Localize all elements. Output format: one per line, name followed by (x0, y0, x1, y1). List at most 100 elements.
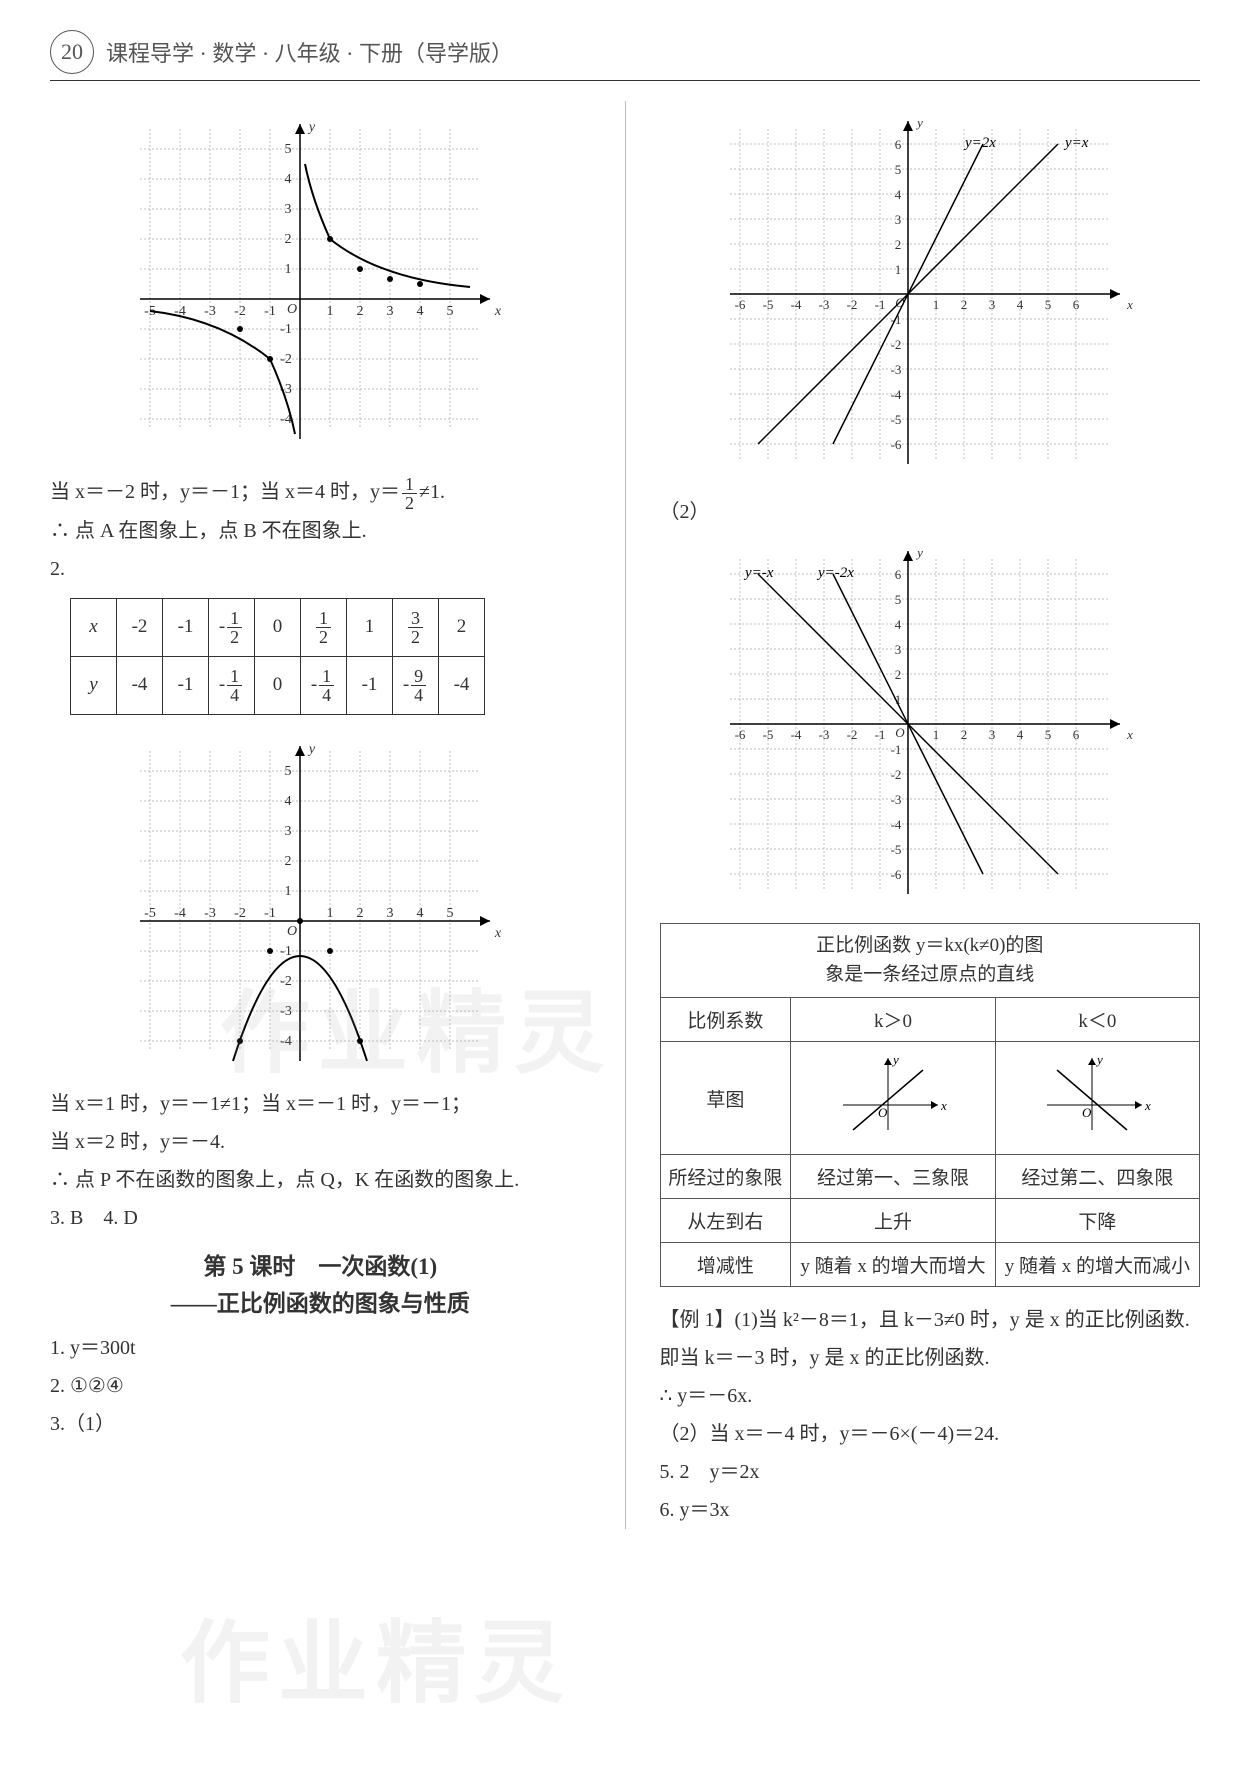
svg-text:-5: -5 (762, 297, 773, 312)
svg-text:O: O (1082, 1105, 1092, 1120)
svg-text:5: 5 (1045, 727, 1052, 742)
svg-text:-6: -6 (734, 297, 745, 312)
text-graph1-c: ∴ 点 A 在图象上，点 B 不在图象上. (50, 512, 591, 550)
table-row: 所经过的象限 经过第一、三象限 经过第二、四象限 (660, 1155, 1200, 1199)
svg-text:4: 4 (895, 617, 902, 632)
example-line: （2）当 x＝－4 时，y＝－6×(－4)＝24. (660, 1415, 1201, 1453)
svg-text:4: 4 (417, 304, 424, 319)
svg-text:3: 3 (387, 304, 394, 319)
svg-text:4: 4 (1017, 297, 1024, 312)
svg-text:-3: -3 (890, 362, 901, 377)
svg-text:x: x (494, 304, 502, 319)
svg-text:-2: -2 (846, 297, 857, 312)
list-item: 3.（1） (50, 1405, 591, 1443)
table-row: 正比例函数 y＝kx(k≠0)的图 象是一条经过原点的直线 (660, 924, 1200, 998)
svg-text:1: 1 (285, 262, 292, 277)
properties-table: 正比例函数 y＝kx(k≠0)的图 象是一条经过原点的直线 比例系数 k＞0 k… (660, 923, 1201, 1287)
svg-text:5: 5 (895, 162, 902, 177)
svg-text:5: 5 (895, 592, 902, 607)
svg-text:2: 2 (961, 727, 968, 742)
section-title: 第 5 课时 一次函数(1) ——正比例函数的图象与性质 (50, 1249, 591, 1323)
svg-text:2: 2 (285, 232, 292, 247)
svg-text:3: 3 (285, 824, 292, 839)
svg-text:y=-x: y=-x (743, 565, 774, 581)
svg-text:-2: -2 (234, 304, 246, 319)
svg-text:-6: -6 (890, 437, 901, 452)
svg-text:-3: -3 (204, 304, 216, 319)
svg-text:y: y (915, 115, 923, 130)
svg-text:-4: -4 (790, 297, 801, 312)
column-divider (625, 101, 626, 1529)
svg-text:-2: -2 (846, 727, 857, 742)
svg-text:-3: -3 (890, 792, 901, 807)
q2-label: 2. (50, 550, 591, 588)
svg-text:O: O (287, 302, 297, 317)
svg-text:3: 3 (895, 642, 902, 657)
svg-text:-5: -5 (762, 727, 773, 742)
page-header: 20 课程导学 · 数学 · 八年级 · 下册（导学版） (50, 30, 1200, 81)
svg-text:-4: -4 (280, 1034, 292, 1049)
svg-text:1: 1 (285, 884, 292, 899)
svg-text:3: 3 (387, 906, 394, 921)
svg-text:y=x: y=x (1063, 135, 1089, 151)
svg-text:x: x (494, 926, 502, 941)
svg-text:y: y (307, 120, 316, 135)
svg-text:y=-2x: y=-2x (816, 565, 854, 581)
svg-text:5: 5 (447, 906, 454, 921)
svg-text:-1: -1 (280, 322, 292, 337)
svg-text:3: 3 (285, 202, 292, 217)
svg-text:O: O (878, 1105, 888, 1120)
page-number-badge: 20 (50, 30, 94, 74)
svg-text:1: 1 (327, 304, 334, 319)
example-line: 即当 k＝－3 时，y 是 x 的正比例函数. (660, 1339, 1201, 1377)
svg-text:-4: -4 (890, 387, 901, 402)
svg-text:2: 2 (895, 667, 902, 682)
svg-text:-2: -2 (280, 352, 292, 367)
list-item: 2. ①②④ (50, 1367, 591, 1405)
example-line: 6. y＝3x (660, 1491, 1201, 1529)
text-graph2-c: ∴ 点 P 不在函数的图象上，点 Q，K 在函数的图象上. (50, 1161, 591, 1199)
right-column: -6-5-4-3-2-1 123456 654321 -1-2-3-4-5-6 … (660, 101, 1201, 1529)
svg-text:6: 6 (895, 567, 902, 582)
text-graph1-a: 当 x＝－2 时，y＝－1；当 x＝4 时，y＝12≠1. (50, 473, 591, 512)
table-row: 从左到右 上升 下降 (660, 1199, 1200, 1243)
svg-text:-2: -2 (280, 974, 292, 989)
svg-text:6: 6 (1073, 297, 1080, 312)
svg-text:4: 4 (285, 172, 292, 187)
svg-text:2: 2 (895, 237, 902, 252)
svg-text:y: y (1095, 1052, 1103, 1067)
svg-text:1: 1 (895, 262, 902, 277)
svg-text:1: 1 (933, 297, 940, 312)
svg-text:-1: -1 (264, 304, 276, 319)
svg-text:5: 5 (1045, 297, 1052, 312)
svg-text:6: 6 (1073, 727, 1080, 742)
svg-text:4: 4 (285, 794, 292, 809)
svg-text:-5: -5 (890, 412, 901, 427)
svg-text:4: 4 (417, 906, 424, 921)
svg-text:y=2x: y=2x (963, 135, 996, 151)
svg-text:-5: -5 (890, 842, 901, 857)
svg-text:-1: -1 (890, 742, 901, 757)
watermark: 作业精灵 (180, 1590, 572, 1720)
svg-text:2: 2 (357, 304, 364, 319)
svg-text:-4: -4 (890, 817, 901, 832)
graph-lines-negative: -6-5-4-3-2-1 123456 654321 -1-2-3-4-5-6 … (710, 539, 1150, 909)
mini-sketch-negative: x y O (1037, 1050, 1157, 1140)
svg-text:-1: -1 (264, 906, 276, 921)
svg-text:-1: -1 (874, 297, 885, 312)
svg-text:-2: -2 (234, 906, 246, 921)
svg-text:3: 3 (895, 212, 902, 227)
svg-text:3: 3 (989, 297, 996, 312)
svg-text:-3: -3 (818, 727, 829, 742)
svg-text:3: 3 (989, 727, 996, 742)
data-table-xy: x -2-1 -12 0 12 1 32 2 y -4-1 -14 0 -14 … (70, 598, 485, 715)
svg-text:5: 5 (285, 142, 292, 157)
svg-text:5: 5 (447, 304, 454, 319)
left-column: -5-4-3-2-1 12345 54321 -1-2-3-4 O x y 当 … (50, 101, 591, 1529)
q3-text: 3. B 4. D (50, 1199, 591, 1237)
svg-text:2: 2 (357, 906, 364, 921)
svg-text:-6: -6 (734, 727, 745, 742)
svg-text:-4: -4 (790, 727, 801, 742)
svg-text:1: 1 (933, 727, 940, 742)
svg-text:-2: -2 (890, 337, 901, 352)
